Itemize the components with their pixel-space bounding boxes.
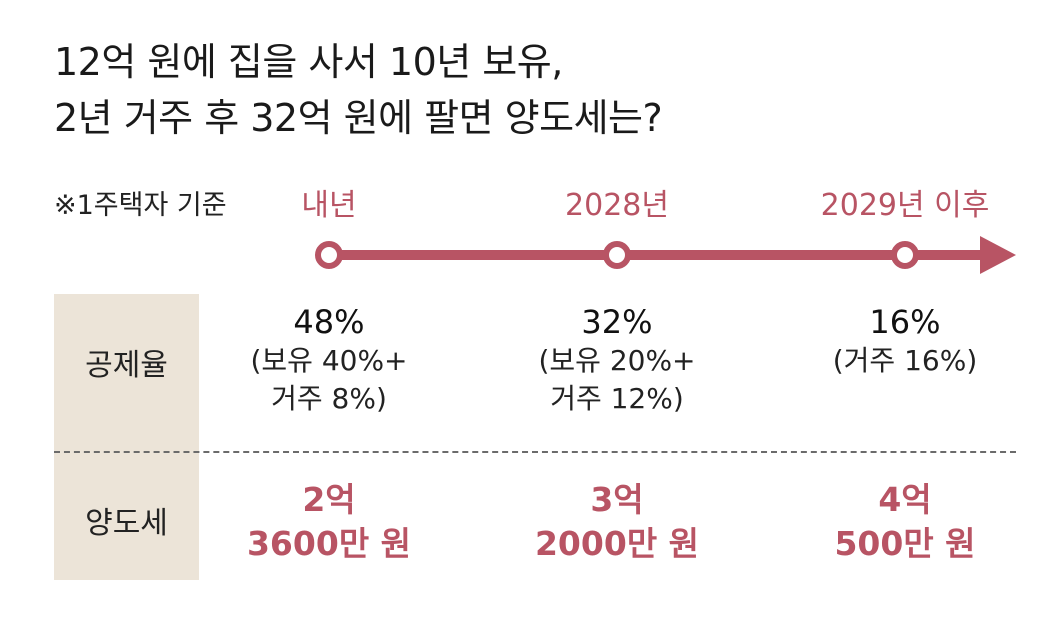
row-label-column bbox=[54, 294, 199, 580]
deduction-rate: 32% bbox=[581, 303, 653, 341]
deduction-detail: (보유 40%+ bbox=[250, 344, 408, 377]
deduction-rate: 48% bbox=[293, 303, 365, 341]
tax-cell-2028: 3억 2000만 원 bbox=[535, 478, 699, 566]
timeline-label-2029-after: 2029년 이후 bbox=[820, 188, 990, 223]
row-label-deduction: 공제율 bbox=[85, 348, 168, 383]
tax-amount-line: 2000만 원 bbox=[534, 524, 700, 563]
page-title: 12억 원에 집을 사서 10년 보유, 2년 거주 후 32억 원에 팔면 양… bbox=[54, 34, 663, 146]
deduction-rate: 16% bbox=[869, 303, 941, 341]
deduction-cell-next-year: 48% (보유 40%+ 거주 8%) bbox=[250, 302, 407, 418]
deduction-detail: 거주 8%) bbox=[271, 382, 387, 415]
title-line-1: 12억 원에 집을 사서 10년 보유, bbox=[54, 40, 563, 84]
deduction-cell-2028: 32% (보유 20%+ 거주 12%) bbox=[538, 302, 695, 418]
timeline-node-2028 bbox=[603, 241, 631, 269]
tax-cell-2029-after: 4억 500만 원 bbox=[834, 478, 975, 566]
deduction-detail: 거주 12%) bbox=[550, 382, 684, 415]
tax-amount-line: 2억 bbox=[302, 480, 356, 519]
tax-amount-line: 4억 bbox=[878, 480, 932, 519]
tax-amount-line: 500만 원 bbox=[834, 524, 976, 563]
title-line-2: 2년 거주 후 32억 원에 팔면 양도세는? bbox=[54, 96, 663, 140]
basis-note: ※1주택자 기준 bbox=[54, 190, 227, 221]
timeline-label-next-year: 내년 bbox=[301, 188, 357, 223]
row-label-tax: 양도세 bbox=[85, 506, 168, 541]
deduction-detail: (거주 16%) bbox=[832, 344, 978, 377]
deduction-cell-2029-after: 16% (거주 16%) bbox=[833, 302, 978, 380]
row-divider bbox=[54, 451, 1016, 453]
tax-cell-next-year: 2억 3600만 원 bbox=[247, 478, 411, 566]
timeline-arrow bbox=[315, 236, 1016, 274]
deduction-detail: (보유 20%+ bbox=[538, 344, 696, 377]
timeline-node-next-year bbox=[315, 241, 343, 269]
tax-amount-line: 3억 bbox=[590, 480, 644, 519]
timeline-node-2029-after bbox=[891, 241, 919, 269]
tax-amount-line: 3600만 원 bbox=[246, 524, 412, 563]
timeline-label-2028: 2028년 bbox=[565, 188, 669, 223]
timeline-arrowhead bbox=[980, 236, 1016, 274]
